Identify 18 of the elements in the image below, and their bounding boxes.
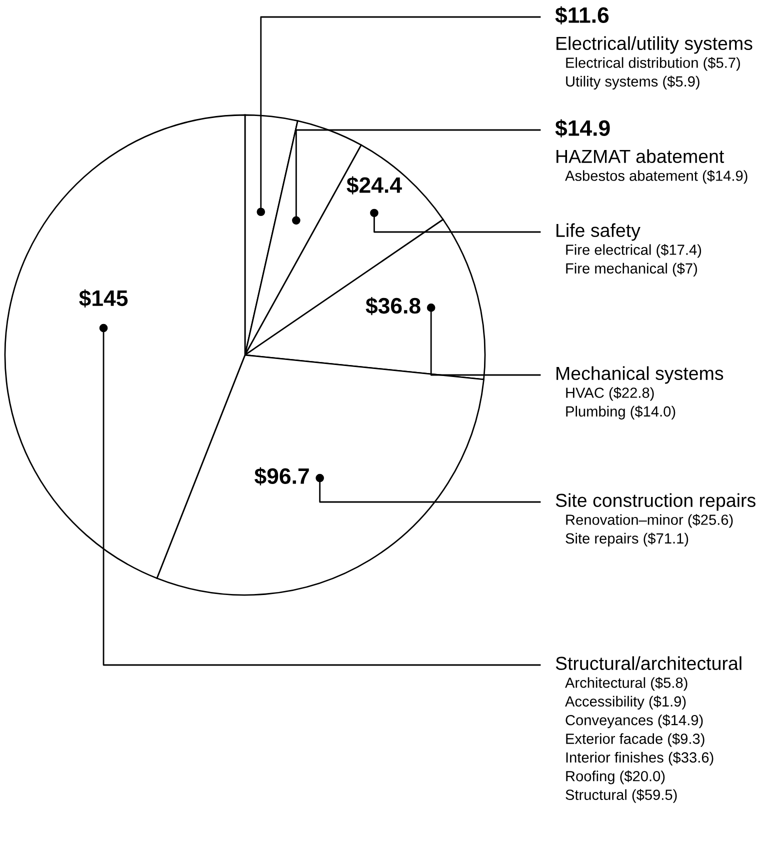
data-label: $11.6 <box>555 6 609 24</box>
slice-label: Site construction repairs <box>556 493 756 511</box>
text: Renovation–minor ($25.6) Site repairs ($71.1) <box>566 514 733 546</box>
slice-label: Structural/architectural <box>556 656 742 670</box>
data-label: $145 <box>79 289 128 308</box>
text: HVAC ($22.8) Plumbing ($14.0) <box>566 386 676 420</box>
data-label: $36.8 <box>366 296 420 316</box>
text: Fire electrical ($17.4) Fire mechanical ($7) <box>566 244 702 276</box>
slice-label: Electrical/utility systems <box>556 36 752 54</box>
slice-label: HAZMAT abatement <box>556 149 724 164</box>
slice-label: Mechanical systems <box>556 366 724 384</box>
text: Electrical distribution ($5.7) Utility systems ($5.9) <box>566 56 740 90</box>
data-label: $24.4 <box>346 176 402 194</box>
slice-label: Life safety <box>556 223 640 241</box>
text: Architectural ($5.8) Accessibility ($1.9) Conveyances ($14.9) Exterior facade ($9.3) Interior finishes ($33.6) Roofing ($20.0) Structural ($59.5) <box>565 676 714 803</box>
data-label: $14.9 <box>555 119 610 138</box>
data-label: $96.7 <box>254 467 309 486</box>
text: Asbestos abatement ($14.9) <box>565 170 748 184</box>
